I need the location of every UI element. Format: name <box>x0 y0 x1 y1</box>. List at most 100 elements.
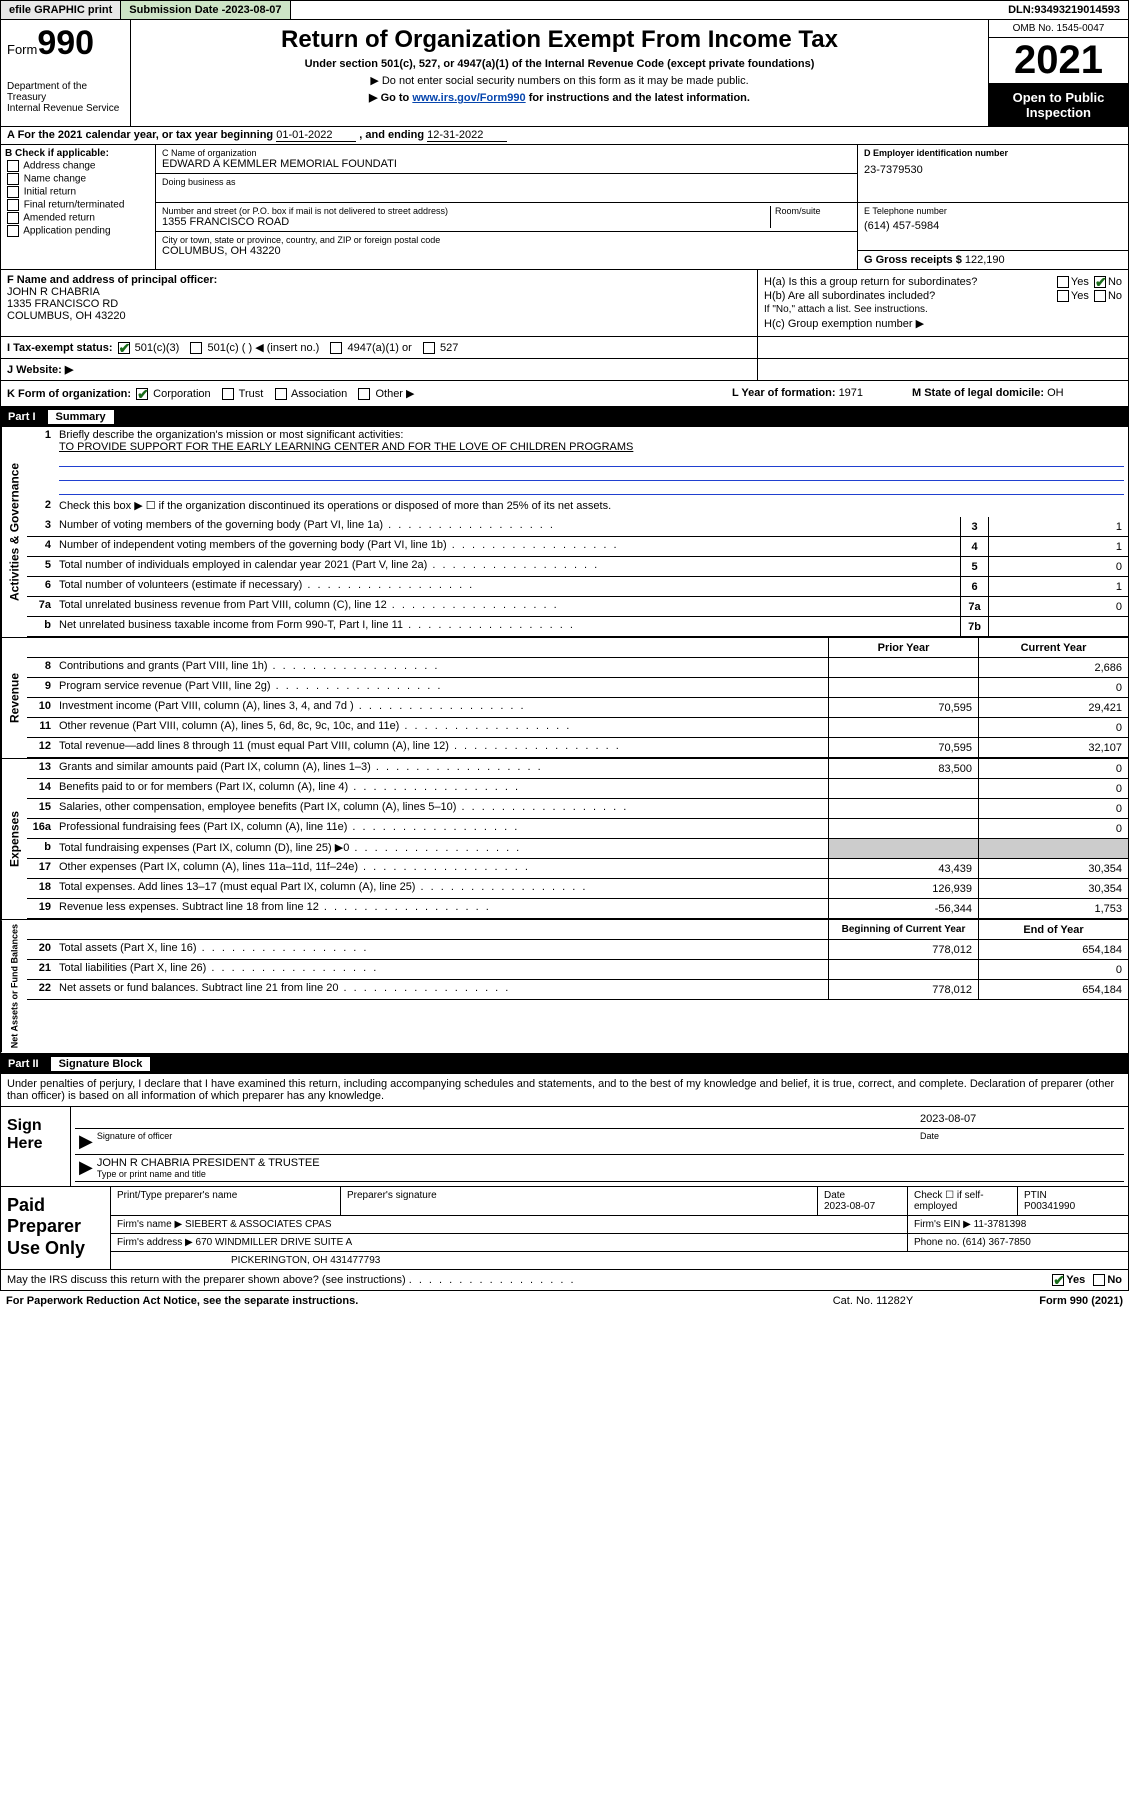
colb-check[interactable] <box>7 199 19 211</box>
i-check[interactable] <box>423 342 435 354</box>
hb-no-check[interactable] <box>1094 290 1106 302</box>
ha-yes-check[interactable] <box>1057 276 1069 288</box>
hc-label: H(c) Group exemption number ▶ <box>764 317 1122 330</box>
prior <box>828 718 978 737</box>
netassets-section: Net Assets or Fund Balances Beginning of… <box>0 920 1129 1053</box>
org-name-label: C Name of organization <box>162 148 851 158</box>
box: 4 <box>960 537 988 556</box>
colb-check[interactable] <box>7 225 19 237</box>
submission-date: Submission Date - 2023-08-07 <box>121 1 290 19</box>
k-check[interactable] <box>222 388 234 400</box>
current: 30,354 <box>978 879 1128 898</box>
expenses-tab: Expenses <box>1 759 27 919</box>
text: Revenue less expenses. Subtract line 18 … <box>55 899 828 918</box>
paid-row2: Firm's name ▶ SIEBERT & ASSOCIATES CPAS … <box>111 1216 1128 1234</box>
k-check[interactable] <box>275 388 287 400</box>
i-opt: 527 <box>418 342 465 354</box>
discuss-no-check[interactable] <box>1093 1274 1105 1286</box>
org-name: EDWARD A KEMMLER MEMORIAL FOUNDATI <box>162 158 851 170</box>
row-l: L Year of formation: 1971 <box>732 387 912 400</box>
current: 654,184 <box>978 940 1128 959</box>
governance-section: Activities & Governance 1 Briefly descri… <box>0 427 1129 638</box>
prior <box>828 779 978 798</box>
tax-begin: 01-01-2022 <box>276 129 356 142</box>
form-version: Form 990 (2021) <box>973 1295 1123 1307</box>
netassets-tab: Net Assets or Fund Balances <box>1 920 27 1052</box>
line-1: 1 Briefly describe the organization's mi… <box>27 427 1128 497</box>
discuss-yes-check[interactable] <box>1052 1274 1064 1286</box>
tax-year: 2021 <box>989 38 1128 83</box>
j-right-blank <box>758 359 1128 380</box>
current: 0 <box>978 819 1128 838</box>
current: 0 <box>978 960 1128 979</box>
form-990: 990 <box>37 24 94 62</box>
firm-ein-cell: Firm's EIN ▶ 11-3781398 <box>908 1216 1128 1233</box>
efile-print-button[interactable]: efile GRAPHIC print <box>1 1 121 19</box>
i-check[interactable] <box>190 342 202 354</box>
k-opt: Other ▶ <box>353 388 420 400</box>
discuss-answer: Yes No <box>1050 1274 1122 1286</box>
expenses-section: Expenses 13Grants and similar amounts pa… <box>0 759 1129 920</box>
num: 15 <box>27 799 55 818</box>
num: 3 <box>27 517 55 536</box>
part1-num: Part I <box>8 411 36 423</box>
colb-check[interactable] <box>7 173 19 185</box>
line-18: 18Total expenses. Add lines 13–17 (must … <box>27 879 1128 899</box>
val: 1 <box>988 577 1128 596</box>
city-state-zip: COLUMBUS, OH 43220 <box>162 245 851 257</box>
num: 6 <box>27 577 55 596</box>
hdr-blank-text <box>55 638 828 657</box>
num-1: 1 <box>27 427 55 497</box>
col-b: B Check if applicable: Address change Na… <box>1 145 156 269</box>
prior: 778,012 <box>828 980 978 999</box>
ha-yes: Yes <box>1071 276 1089 288</box>
val: 1 <box>988 517 1128 536</box>
sig-intro: Under penalties of perjury, I declare th… <box>0 1074 1129 1107</box>
text: Other expenses (Part IX, column (A), lin… <box>55 859 828 878</box>
i-check[interactable] <box>118 342 130 354</box>
gov-line-4: 4Number of independent voting members of… <box>27 537 1128 557</box>
sig-officer-label: Signature of officer <box>97 1131 920 1152</box>
paid-title: Paid Preparer Use Only <box>1 1187 111 1269</box>
line-8: 8Contributions and grants (Part VIII, li… <box>27 658 1128 678</box>
text: Total expenses. Add lines 13–17 (must eq… <box>55 879 828 898</box>
k-label: K Form of organization: <box>7 388 131 400</box>
end-year-hdr: End of Year <box>978 920 1128 939</box>
submission-value: 2023-08-07 <box>225 4 281 16</box>
tel-cell: E Telephone number (614) 457-5984 <box>858 203 1128 251</box>
sig-labels-row: ▶ Signature of officer Date <box>75 1129 1124 1155</box>
val: 0 <box>988 597 1128 616</box>
box: 3 <box>960 517 988 536</box>
num: 9 <box>27 678 55 697</box>
i-check[interactable] <box>330 342 342 354</box>
k-opt: Trust <box>217 388 270 400</box>
colb-check[interactable] <box>7 160 19 172</box>
dln-label: DLN: <box>1008 4 1034 16</box>
block-bcdeg: B Check if applicable: Address change Na… <box>0 145 1129 270</box>
line-14: 14Benefits paid to or for members (Part … <box>27 779 1128 799</box>
num: 19 <box>27 899 55 918</box>
hb-yes-check[interactable] <box>1057 290 1069 302</box>
omb-number: OMB No. 1545-0047 <box>989 20 1128 38</box>
sig-date-label: Date <box>920 1131 1120 1152</box>
h-c: H(c) Group exemption number ▶ <box>764 317 1122 330</box>
dba-value <box>162 187 851 199</box>
ptin-val: P00341990 <box>1024 1201 1122 1212</box>
governance-content: 1 Briefly describe the organization's mi… <box>27 427 1128 637</box>
k-check[interactable] <box>358 388 370 400</box>
irs-link[interactable]: www.irs.gov/Form990 <box>412 92 525 104</box>
ha-no-check[interactable] <box>1094 276 1106 288</box>
h-a: H(a) Is this a group return for subordin… <box>764 276 1122 288</box>
current: 30,354 <box>978 859 1128 878</box>
current: 29,421 <box>978 698 1128 717</box>
k-check[interactable] <box>136 388 148 400</box>
colb-check[interactable] <box>7 186 19 198</box>
val <box>988 617 1128 636</box>
colb-check[interactable] <box>7 212 19 224</box>
prep-date-val: 2023-08-07 <box>824 1201 901 1212</box>
num: b <box>27 839 55 858</box>
room-label: Room/suite <box>775 206 851 216</box>
addr-cell: Number and street (or P.O. box if mail i… <box>156 203 857 232</box>
discuss-yes: Yes <box>1066 1274 1085 1286</box>
colb-item: Name change <box>5 173 151 185</box>
